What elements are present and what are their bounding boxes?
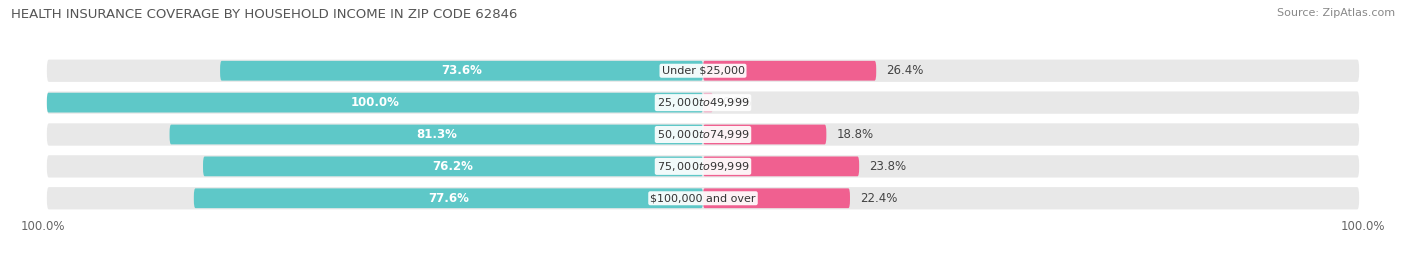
- FancyBboxPatch shape: [46, 59, 1360, 82]
- Text: $75,000 to $99,999: $75,000 to $99,999: [657, 160, 749, 173]
- Text: $100,000 and over: $100,000 and over: [650, 193, 756, 203]
- Text: 22.4%: 22.4%: [860, 192, 897, 205]
- FancyBboxPatch shape: [703, 125, 827, 144]
- Text: 26.4%: 26.4%: [886, 64, 924, 77]
- Text: $25,000 to $49,999: $25,000 to $49,999: [657, 96, 749, 109]
- FancyBboxPatch shape: [703, 188, 851, 208]
- FancyBboxPatch shape: [46, 91, 1360, 114]
- Text: HEALTH INSURANCE COVERAGE BY HOUSEHOLD INCOME IN ZIP CODE 62846: HEALTH INSURANCE COVERAGE BY HOUSEHOLD I…: [11, 8, 517, 21]
- FancyBboxPatch shape: [46, 123, 1360, 146]
- Text: 76.2%: 76.2%: [433, 160, 474, 173]
- FancyBboxPatch shape: [703, 93, 713, 112]
- Text: $50,000 to $74,999: $50,000 to $74,999: [657, 128, 749, 141]
- Text: 73.6%: 73.6%: [441, 64, 482, 77]
- Text: 0.0%: 0.0%: [723, 96, 752, 109]
- Text: 100.0%: 100.0%: [1341, 220, 1385, 233]
- FancyBboxPatch shape: [703, 61, 876, 81]
- FancyBboxPatch shape: [194, 188, 703, 208]
- FancyBboxPatch shape: [703, 157, 859, 176]
- Text: 81.3%: 81.3%: [416, 128, 457, 141]
- Text: Source: ZipAtlas.com: Source: ZipAtlas.com: [1277, 8, 1395, 18]
- FancyBboxPatch shape: [46, 155, 1360, 178]
- FancyBboxPatch shape: [46, 187, 1360, 210]
- FancyBboxPatch shape: [46, 93, 703, 112]
- Text: 18.8%: 18.8%: [837, 128, 873, 141]
- FancyBboxPatch shape: [202, 157, 703, 176]
- Text: Under $25,000: Under $25,000: [661, 66, 745, 76]
- Text: 100.0%: 100.0%: [21, 220, 65, 233]
- FancyBboxPatch shape: [221, 61, 703, 81]
- FancyBboxPatch shape: [170, 125, 703, 144]
- Text: 77.6%: 77.6%: [427, 192, 468, 205]
- Text: 23.8%: 23.8%: [869, 160, 905, 173]
- Text: 100.0%: 100.0%: [350, 96, 399, 109]
